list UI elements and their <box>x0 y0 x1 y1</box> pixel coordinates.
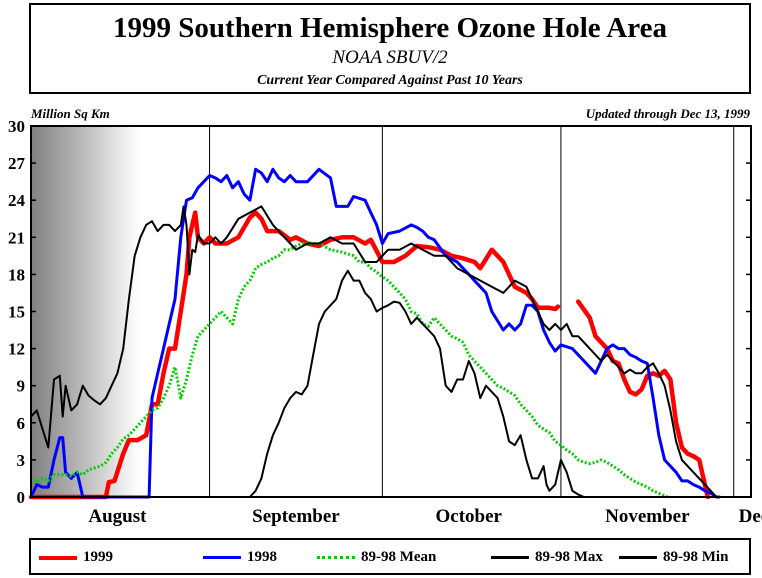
series-line-89-98-min <box>248 269 585 498</box>
legend: 1999 1998 89-98 Mean 89-98 Max 89-98 Min <box>29 538 751 575</box>
legend-swatch <box>317 556 355 559</box>
legend-swatch <box>39 556 77 560</box>
x-month-label: October <box>436 506 503 527</box>
y-tick-label: 18 <box>8 265 25 284</box>
y-tick-label: 12 <box>8 340 25 359</box>
y-tick-label: 24 <box>8 191 26 210</box>
chart-plot: 0 3 6 9 12 15 18 21 24 27 30 August September October… <box>8 117 762 527</box>
y-tick-label: 21 <box>8 228 25 247</box>
title-box: 1999 Southern Hemisphere Ozone Hole Area… <box>29 3 751 94</box>
chart-subtitle-secondary: Current Year Compared Against Past 10 Ye… <box>257 73 523 88</box>
legend-label: 89-98 Max <box>535 549 603 565</box>
y-tick-label: 27 <box>8 154 26 173</box>
y-tick-label: 9 <box>17 377 26 396</box>
legend-swatch <box>619 556 657 559</box>
updated-date-label: Updated through Dec 13, 1999 <box>585 106 750 121</box>
series-line-89-98-max <box>30 205 718 498</box>
series-line-1999 <box>28 210 561 500</box>
y-tick-label: 30 <box>8 117 25 136</box>
y-tick-label: 3 <box>17 451 26 470</box>
y-tick-label: 15 <box>8 303 25 322</box>
x-month-label: December <box>739 506 762 527</box>
y-tick-label: 0 <box>17 488 26 507</box>
legend-label: 89-98 Min <box>663 549 729 565</box>
y-axis-unit-label: Million Sq Km <box>31 106 110 121</box>
x-month-label: September <box>252 506 340 527</box>
legend-label: 89-98 Mean <box>361 549 437 565</box>
y-tick-label: 6 <box>17 414 26 433</box>
legend-label: 1999 <box>83 549 113 565</box>
x-month-label: August <box>88 506 147 527</box>
legend-swatch <box>203 556 241 559</box>
series-line-1998 <box>29 167 721 499</box>
x-month-label: November <box>605 506 690 527</box>
chart-subtitle: NOAA SBUV/2 <box>332 47 448 68</box>
chart-title: 1999 Southern Hemisphere Ozone Hole Area <box>113 12 667 44</box>
legend-label: 1998 <box>247 549 277 565</box>
legend-swatch <box>491 556 529 559</box>
